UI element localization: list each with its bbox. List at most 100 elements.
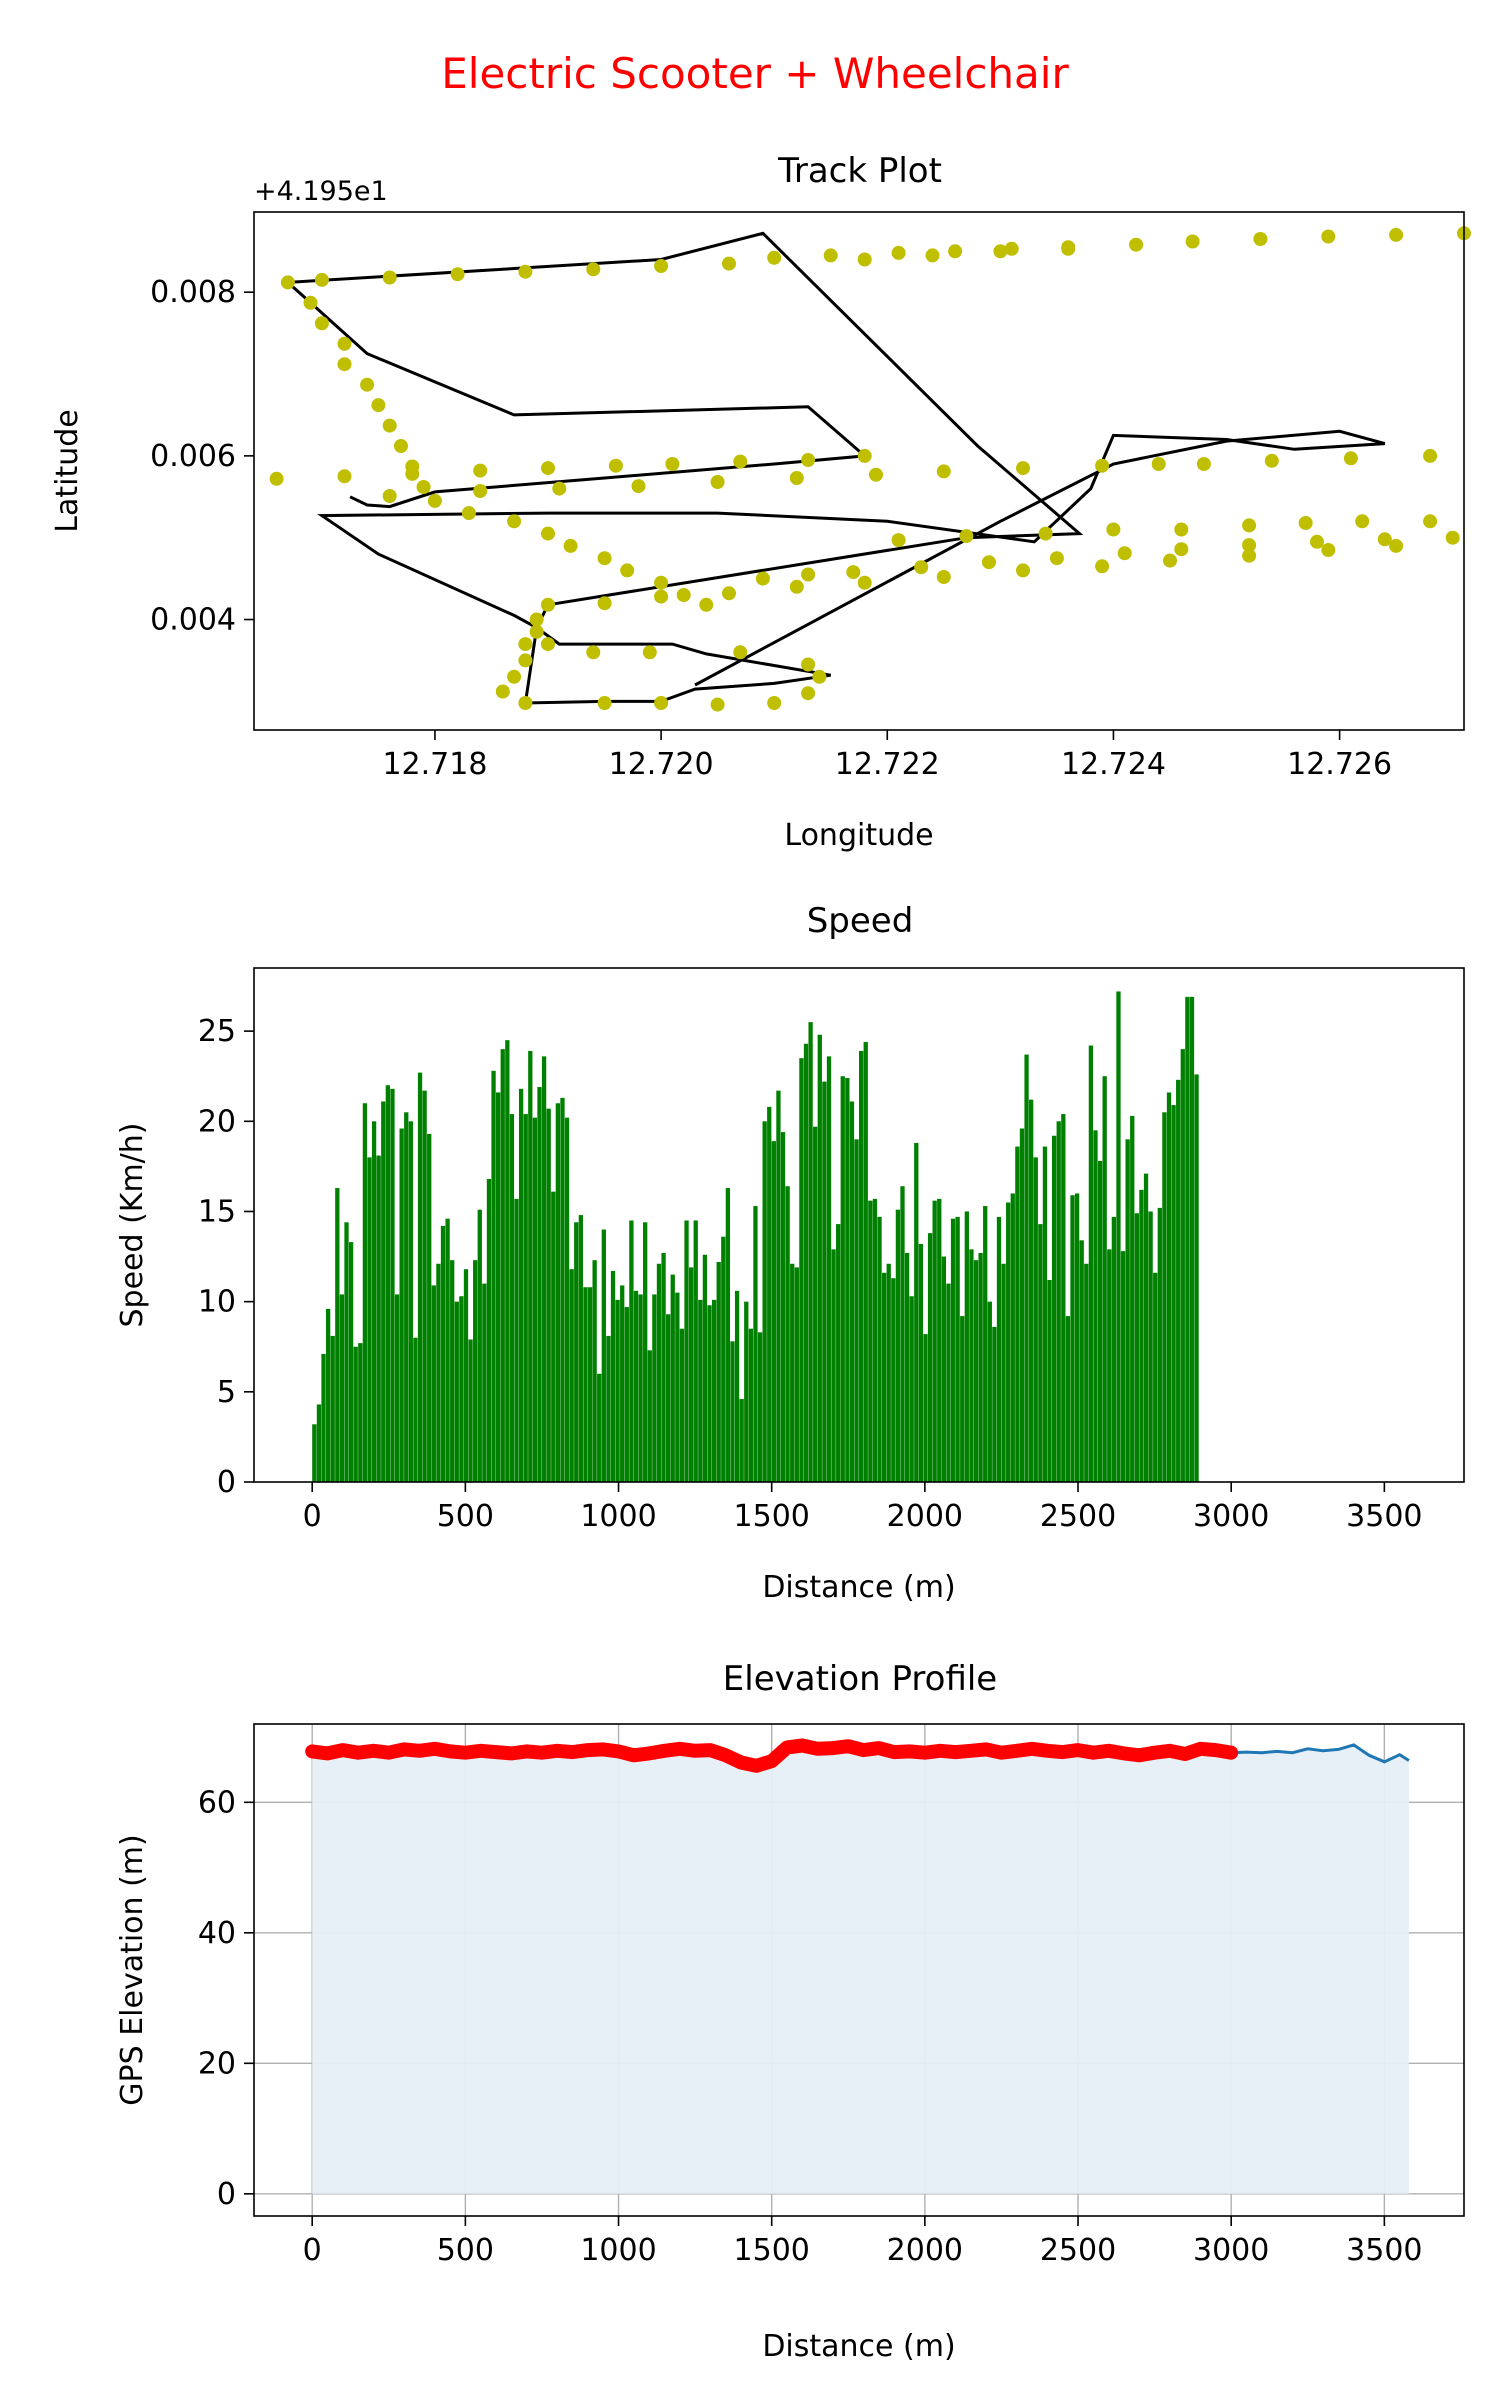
track-point: [1355, 514, 1370, 529]
speed-bar: [923, 1334, 928, 1482]
track-point: [1061, 241, 1076, 256]
track-point: [1106, 522, 1121, 537]
speed-bar: [1024, 1054, 1029, 1482]
track-point: [722, 256, 736, 271]
speed-bar: [900, 1186, 905, 1482]
speed-bar: [647, 1350, 652, 1482]
track-point: [371, 398, 386, 413]
track-point: [789, 579, 804, 594]
track-point: [360, 377, 375, 392]
elevation-title: Elevation Profile: [723, 1659, 997, 1699]
speed-bar: [840, 1076, 845, 1482]
track-point: [654, 589, 669, 604]
speed-bar: [1185, 996, 1190, 1482]
elevation-xlabel: Distance (m): [762, 2329, 955, 2364]
track-point: [518, 637, 533, 652]
speed-bar: [744, 1301, 749, 1482]
track-point: [1242, 548, 1257, 563]
speed-bar: [316, 1404, 322, 1482]
speed-bar: [518, 1088, 524, 1482]
speed-bar: [767, 1106, 772, 1482]
speed-bar: [1015, 1146, 1020, 1482]
speed-bar: [1079, 1240, 1084, 1482]
speed-bar: [450, 1260, 455, 1482]
speed-bar: [643, 1222, 648, 1482]
y-tick-label: 20: [198, 2046, 236, 2081]
speed-frame: [253, 967, 1465, 1483]
track-plot-data: [269, 226, 1471, 712]
speed-bar: [652, 1294, 657, 1482]
speed-bar: [1006, 1202, 1011, 1482]
track-point: [801, 453, 816, 467]
speed-bar: [399, 1128, 404, 1482]
track-point: [1445, 530, 1460, 545]
track-point: [280, 275, 295, 290]
speed-bar: [348, 1242, 354, 1482]
track-point: [337, 357, 352, 372]
speed-bar: [1088, 1045, 1094, 1482]
x-tick-label: 2000: [887, 2233, 963, 2268]
speed-bar: [523, 1114, 528, 1482]
y-tick-label: 40: [198, 1916, 236, 1951]
track-point: [823, 248, 838, 263]
speed-bar: [813, 1126, 818, 1482]
x-tick-label: 1000: [580, 2233, 656, 2268]
track-point: [654, 575, 669, 590]
speed-bar: [734, 1290, 740, 1482]
speed-bar: [1162, 1112, 1167, 1482]
track-point: [1253, 232, 1268, 246]
track-point: [869, 467, 883, 482]
x-tick-label: 3000: [1193, 2233, 1269, 2268]
speed-bar: [569, 1269, 574, 1482]
track-point: [1377, 532, 1392, 547]
track-point: [1242, 518, 1257, 533]
speed-bar: [1019, 1128, 1025, 1482]
x-tick-label: 500: [437, 1499, 494, 1534]
speed-panel: Speed 0 500 1000 1500 2000 2500 3000 3500 0 5 10 15…: [115, 901, 1465, 1605]
track-point: [529, 624, 544, 639]
speed-bar: [1001, 1263, 1006, 1482]
speed-bar: [390, 1088, 395, 1482]
y-tick-label: 0.008: [150, 275, 236, 310]
y-tick-label: 0: [217, 1465, 236, 1500]
speed-bar: [394, 1294, 400, 1482]
speed-bar: [826, 1056, 832, 1482]
speed-bar: [748, 1328, 754, 1482]
speed-bar: [1189, 996, 1195, 1482]
speed-bar: [675, 1292, 680, 1482]
track-point: [1389, 227, 1404, 242]
speed-bar: [362, 1103, 368, 1482]
track-point: [959, 529, 974, 544]
speed-bar: [1093, 1130, 1098, 1482]
speed-bar: [973, 1260, 979, 1482]
x-tick-label: 500: [437, 2233, 494, 2268]
speed-bar: [1148, 1211, 1153, 1482]
speed-bar: [541, 1056, 547, 1482]
track-point: [1095, 458, 1110, 473]
speed-bar: [1033, 1157, 1038, 1482]
speed-bar: [1102, 1076, 1107, 1482]
speed-bar: [932, 1200, 937, 1482]
speed-bar: [771, 1141, 776, 1482]
track-plot-frame: [253, 211, 1465, 731]
track-plot-xlabel: Longitude: [784, 818, 933, 853]
speed-bars: [312, 991, 1199, 1482]
speed-bar: [1171, 1105, 1176, 1482]
speed-bar: [836, 1224, 841, 1482]
speed-bar: [987, 1301, 992, 1482]
track-point: [394, 439, 408, 453]
speed-bar: [891, 1278, 896, 1482]
track-point: [552, 481, 567, 496]
speed-bar: [808, 1022, 813, 1482]
speed-bar: [881, 1272, 887, 1482]
speed-bar: [486, 1179, 492, 1482]
track-plot-title: Track Plot: [777, 151, 942, 191]
y-tick-label: 5: [217, 1375, 236, 1410]
track-point: [846, 565, 861, 580]
track-point: [382, 418, 397, 433]
speed-bar: [629, 1220, 634, 1482]
speed-bar: [868, 1200, 873, 1482]
track-point: [1196, 457, 1211, 471]
track-point: [936, 570, 951, 584]
speed-bar: [583, 1287, 588, 1482]
